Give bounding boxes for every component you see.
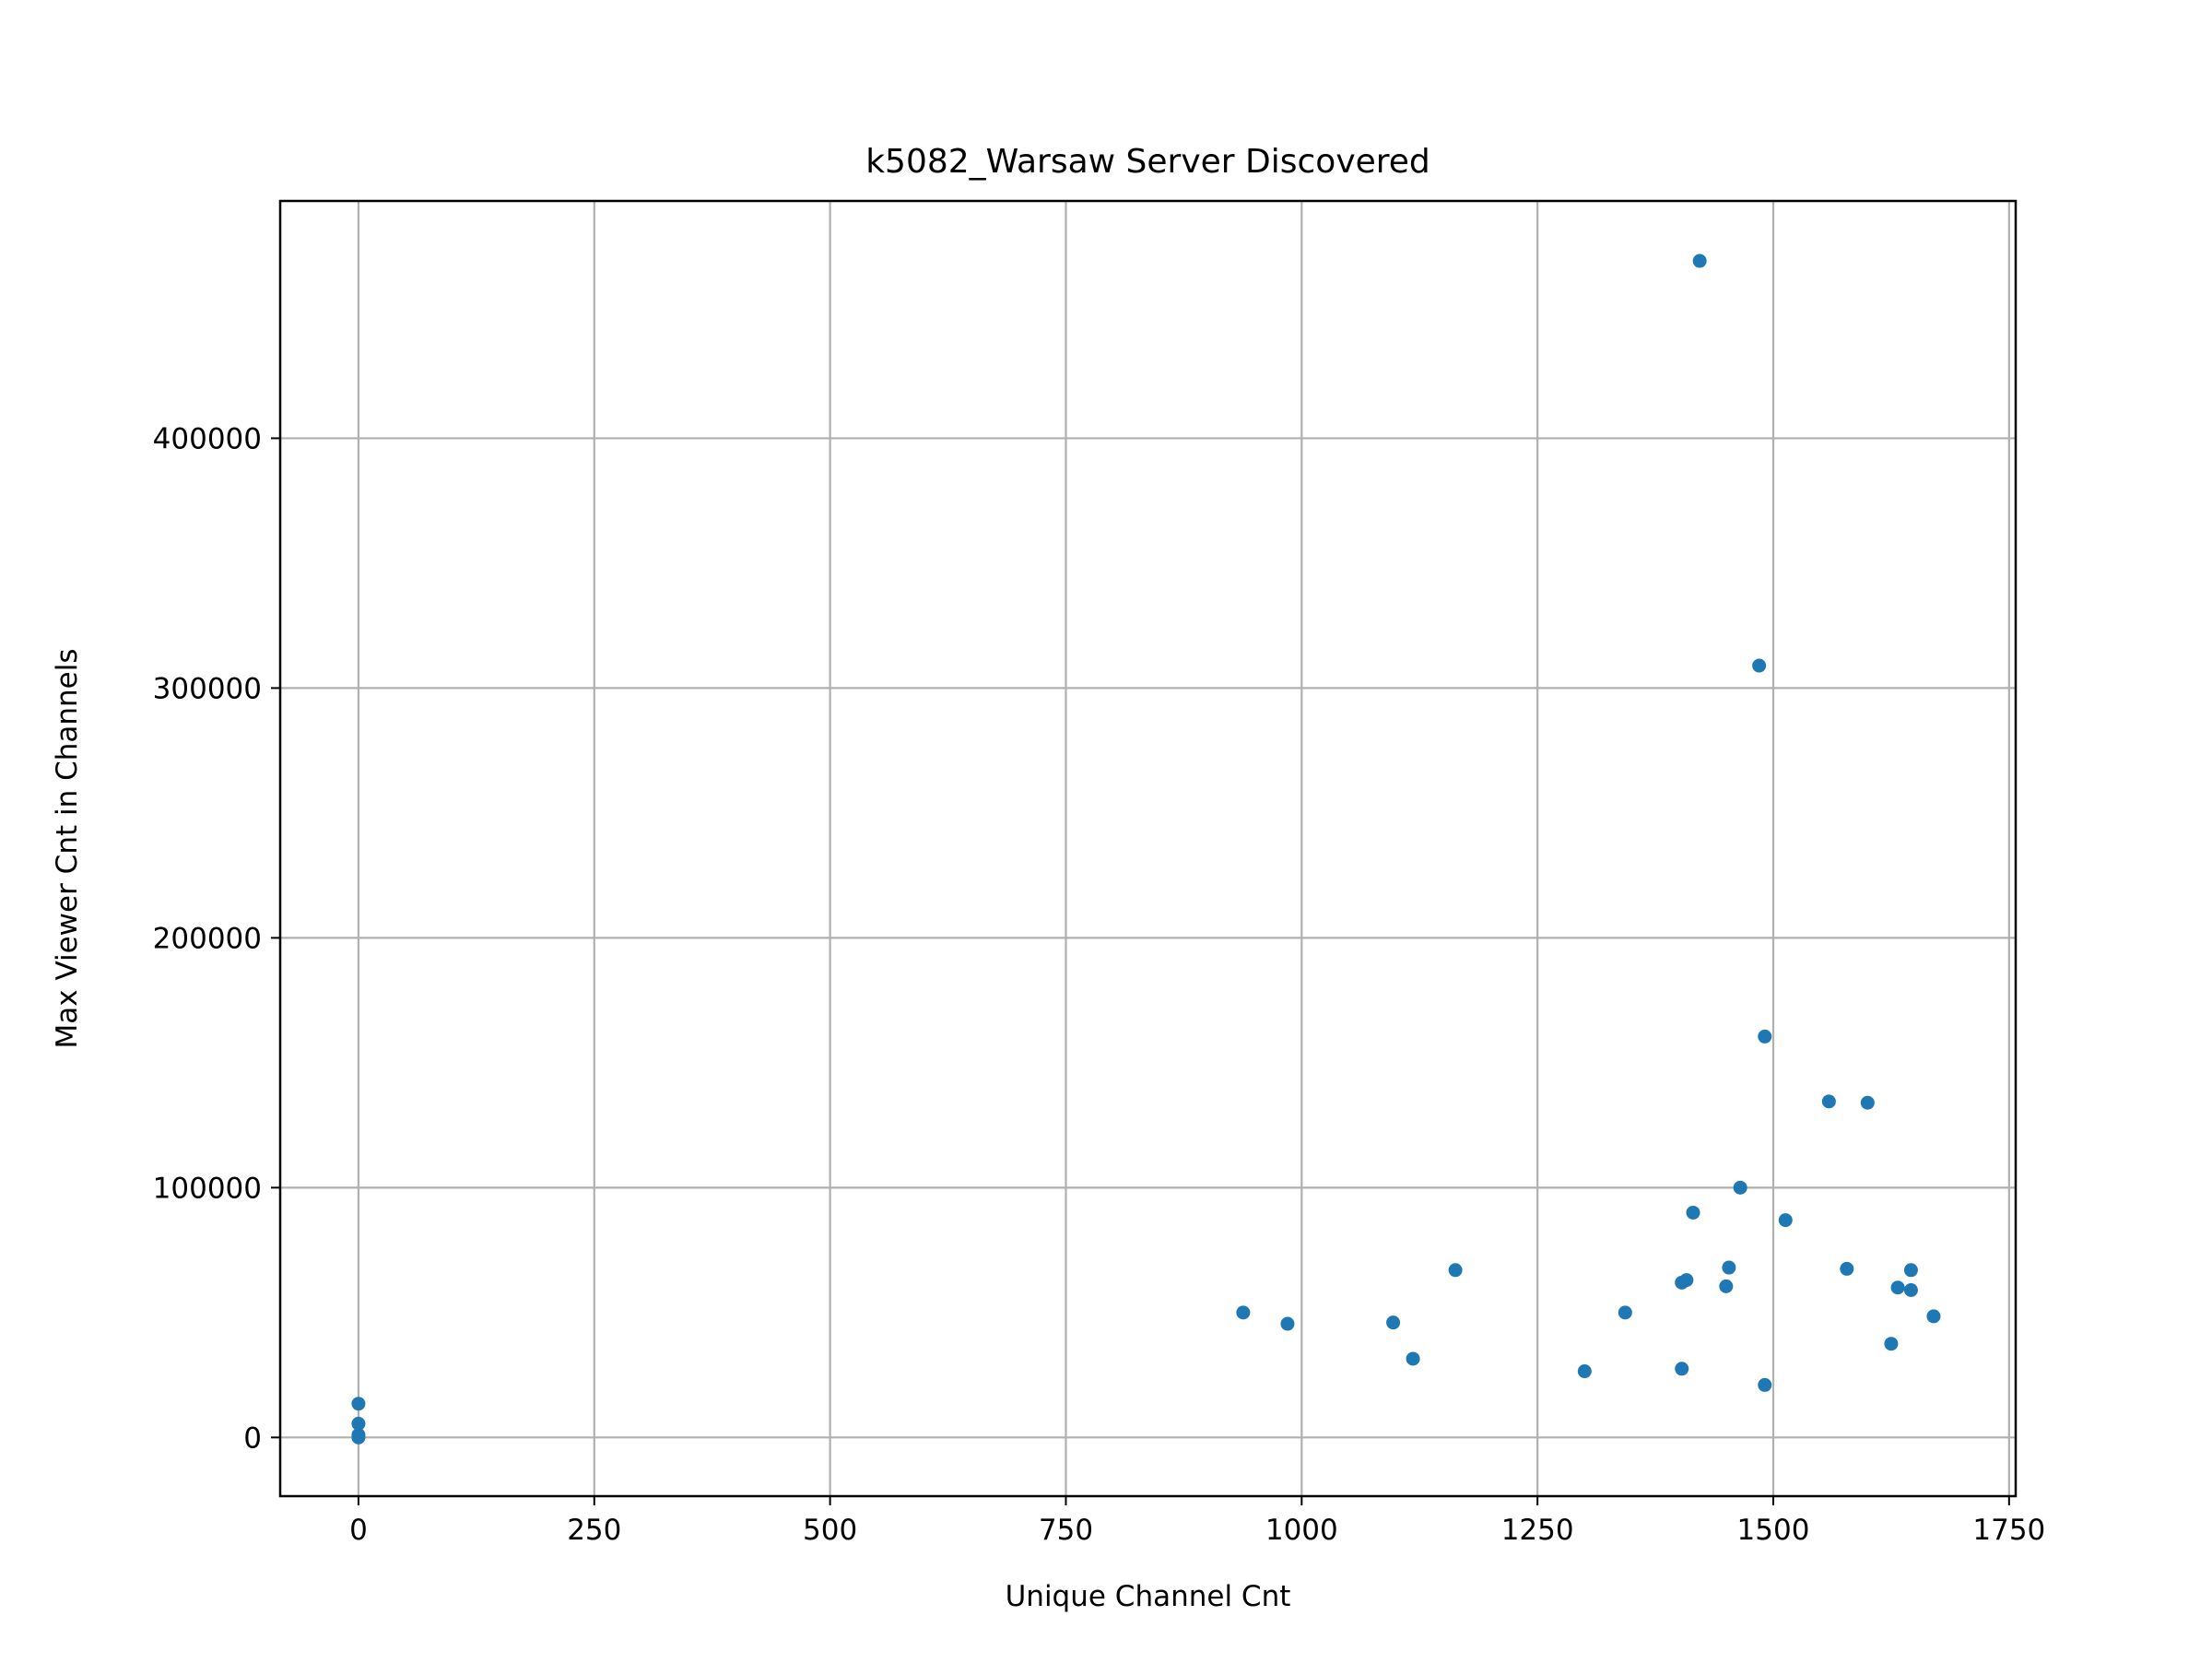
data-point [1903, 1263, 1918, 1278]
data-point [1821, 1094, 1836, 1109]
y-tick-label: 400000 [153, 422, 262, 455]
data-point [1890, 1280, 1905, 1295]
y-tick-label: 200000 [153, 922, 262, 955]
data-point [1386, 1315, 1401, 1330]
data-point [1884, 1337, 1899, 1351]
x-tick-label: 1250 [1501, 1514, 1574, 1547]
data-point [1618, 1305, 1632, 1320]
y-tick-label: 100000 [153, 1172, 262, 1205]
plot-frame [278, 199, 2018, 1498]
y-axis-label: Max Viewer Cnt in Channels [51, 648, 84, 1048]
x-tick-label: 250 [567, 1514, 621, 1547]
data-point [1860, 1095, 1875, 1110]
x-tick-label: 0 [349, 1514, 368, 1547]
chart-title: k5082_Warsaw Server Discovered [865, 143, 1430, 181]
data-point [1926, 1309, 1941, 1324]
points-layer [351, 254, 1941, 1445]
data-point [1236, 1305, 1251, 1320]
data-point [1406, 1351, 1420, 1366]
data-point [1679, 1273, 1694, 1288]
y-tick-label: 300000 [153, 672, 262, 705]
data-point [1280, 1316, 1295, 1331]
data-point [1675, 1362, 1689, 1376]
x-tick-label: 1000 [1265, 1514, 1338, 1547]
data-point [1840, 1261, 1854, 1276]
data-point [1752, 658, 1767, 673]
data-point [1577, 1364, 1592, 1379]
data-point [1722, 1260, 1736, 1275]
data-point [1692, 254, 1707, 268]
data-point [1719, 1279, 1734, 1293]
data-point [1733, 1180, 1747, 1195]
x-tick-label: 500 [803, 1514, 857, 1547]
grid-layer [280, 201, 2016, 1496]
x-tick-label: 1750 [1972, 1514, 2045, 1547]
x-tick-label: 750 [1039, 1514, 1093, 1547]
data-point [351, 1430, 366, 1445]
y-tick-label: 0 [243, 1421, 262, 1455]
data-point [1758, 1377, 1772, 1392]
data-point [1448, 1263, 1463, 1278]
x-axis-label: Unique Channel Cnt [1006, 1580, 1291, 1613]
data-point [1903, 1282, 1918, 1297]
ticks-layer: 0 250 500 750 1000 1250 1500 1750 0 100000 200000 3… [153, 422, 2046, 1547]
data-point [351, 1397, 366, 1411]
data-point [1778, 1213, 1793, 1228]
x-tick-label: 1500 [1737, 1514, 1810, 1547]
data-point [1686, 1205, 1700, 1220]
data-point [1758, 1029, 1772, 1044]
data-point [351, 1416, 366, 1431]
